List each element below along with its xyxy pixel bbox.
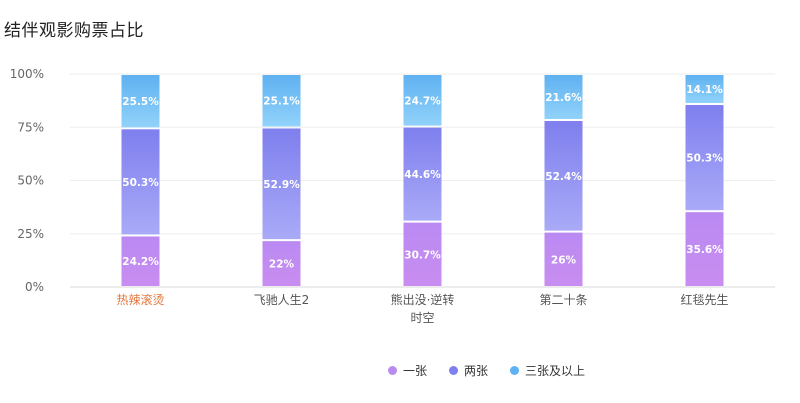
legend-label: 三张及以上 (525, 364, 586, 378)
bar-segment[interactable] (685, 212, 724, 286)
bar-segment[interactable] (403, 127, 442, 221)
data-label: 52.9% (263, 179, 300, 191)
x-category-label: 第二十条 (539, 293, 587, 307)
chart-title: 结伴观影购票占比 (4, 21, 144, 41)
bar-segment[interactable] (262, 75, 301, 127)
x-category-label: 红毯先生 (680, 292, 728, 307)
x-category-label: 热辣滚烫 (116, 292, 164, 307)
data-label: 24.7% (404, 95, 441, 107)
data-label: 50.3% (686, 153, 723, 165)
data-label: 25.5% (122, 96, 159, 108)
y-tick-label: 0% (25, 280, 44, 294)
legend-label: 一张 (403, 364, 428, 378)
y-tick-label: 50% (17, 174, 44, 188)
legend-dot-icon (510, 366, 520, 375)
bar-segment[interactable] (544, 121, 583, 231)
bar-segment[interactable] (262, 241, 301, 286)
bar-segment[interactable] (685, 105, 724, 211)
bar-segment[interactable] (685, 75, 724, 104)
data-label: 26% (551, 254, 577, 266)
legend-dot-icon (388, 366, 397, 375)
bar-segment[interactable] (544, 75, 583, 120)
data-label: 50.3% (122, 177, 159, 189)
x-category-label: 熊出没·逆转时空 (391, 292, 455, 325)
data-label: 24.2% (122, 256, 159, 268)
bar-segment[interactable] (403, 75, 442, 126)
y-tick-label: 100% (10, 67, 44, 81)
legend-item[interactable]: 两张 (449, 362, 488, 379)
bar-segment[interactable] (121, 129, 160, 235)
bar-segment[interactable] (403, 222, 442, 286)
y-tick-label: 75% (17, 120, 44, 134)
data-label: 35.6% (686, 244, 723, 256)
y-tick-label: 25% (17, 227, 44, 241)
data-label: 14.1% (686, 84, 723, 96)
legend: 一张 两张 三张及以上 (388, 362, 585, 379)
bar-segment[interactable] (544, 232, 583, 286)
legend-label: 两张 (464, 364, 489, 378)
data-label: 44.6% (404, 169, 441, 181)
bar-segment[interactable] (262, 128, 301, 240)
x-category-label: 飞驰人生2 (254, 293, 310, 307)
data-label: 25.1% (263, 96, 300, 108)
legend-dot-icon (449, 366, 459, 375)
data-label: 52.4% (545, 171, 582, 183)
legend-item[interactable]: 三张及以上 (510, 362, 585, 379)
data-label: 22% (269, 259, 295, 271)
bar-segment[interactable] (121, 75, 160, 128)
data-label: 21.6% (545, 92, 582, 104)
data-label: 30.7% (404, 249, 441, 261)
bar-segment[interactable] (121, 236, 160, 286)
legend-item[interactable]: 一张 (388, 362, 427, 379)
